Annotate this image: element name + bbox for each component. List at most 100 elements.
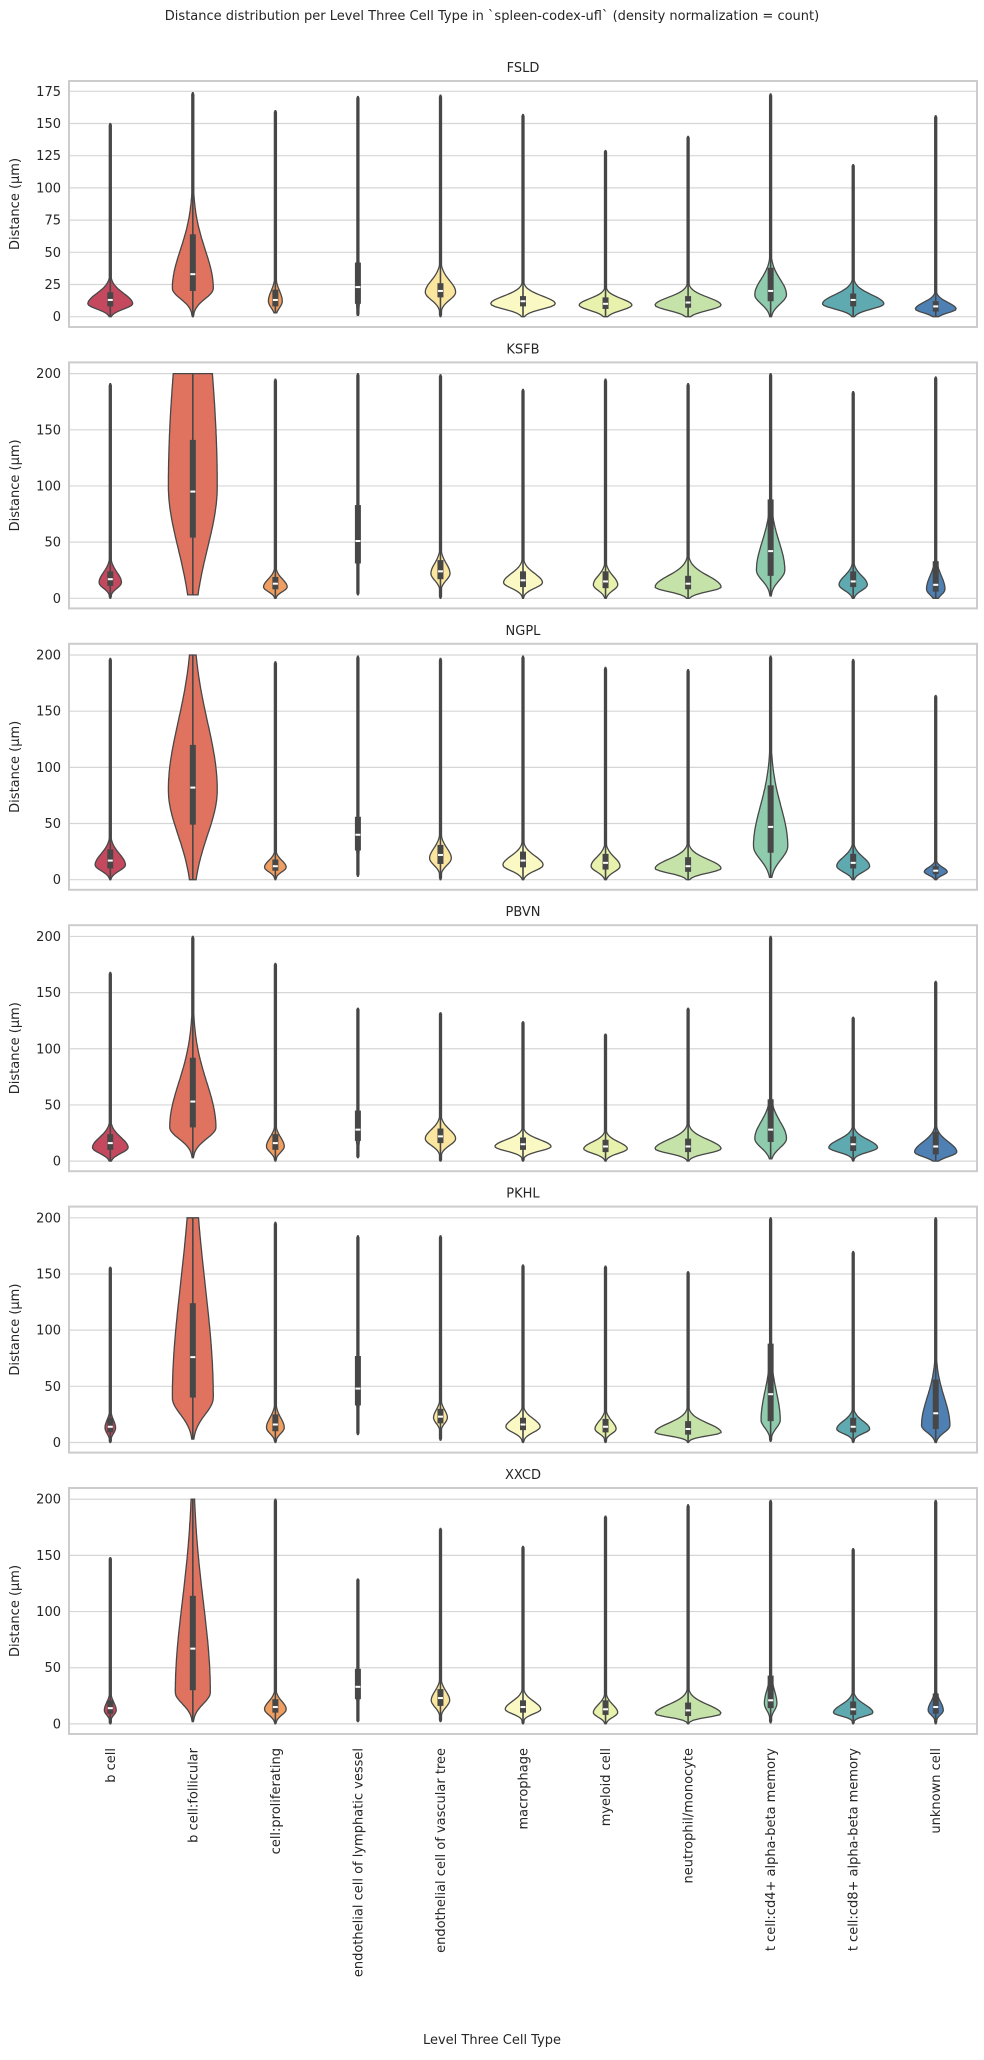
median-marker: [107, 859, 113, 862]
violin-endothelial-cell-of-vascular-tree: [430, 1527, 451, 1723]
median-marker: [850, 1143, 856, 1146]
y-tick-label: 0: [53, 1155, 61, 1170]
violin-neutrophil-monocyte: [654, 1504, 722, 1725]
iqr-box: [354, 505, 361, 564]
y-tick-label: 150: [36, 1549, 61, 1564]
violin-cell-proliferating: [263, 661, 287, 881]
median-marker: [520, 1143, 526, 1146]
median-marker: [520, 1706, 526, 1709]
median-marker: [603, 580, 609, 583]
violin-endothelial-cell-of-vascular-tree: [424, 94, 457, 318]
median-marker: [437, 289, 443, 292]
violin-neutrophil-monocyte: [654, 1007, 722, 1162]
median-marker: [437, 1415, 443, 1418]
violin-endothelial-cell-of-vascular-tree: [424, 1012, 457, 1162]
violin-endothelial-cell-of-lymphatic-vessel: [354, 1578, 361, 1723]
iqr-box: [437, 560, 444, 580]
y-tick-label: 25: [44, 278, 61, 293]
median-marker: [190, 273, 196, 276]
iqr-box: [685, 1702, 692, 1717]
violin-t-cell-cd8-alpha-beta-memory: [832, 1548, 874, 1725]
median-marker: [272, 1423, 278, 1426]
iqr-box: [767, 1675, 774, 1709]
y-tick-label: 175: [36, 85, 61, 100]
x-tick-label: endothelial cell of lymphatic vessel: [351, 1748, 366, 1977]
y-tick-label: 200: [36, 1493, 61, 1508]
y-tick-label: 100: [36, 1042, 61, 1057]
y-tick-label: 50: [44, 1380, 61, 1395]
y-tick-label: 150: [36, 986, 61, 1001]
median-marker: [603, 302, 609, 305]
violin-neutrophil-monocyte: [654, 668, 722, 881]
violin-unknown-cell: [914, 115, 957, 318]
y-tick-label: 100: [36, 181, 61, 196]
y-tick-label: 100: [36, 1324, 61, 1339]
violin-macrophage: [502, 388, 544, 599]
iqr-box: [272, 859, 279, 871]
violin-macrophage: [490, 113, 556, 318]
violin-t-cell-cd4-alpha-beta-memory: [760, 1217, 781, 1443]
violin-t-cell-cd4-alpha-beta-memory: [754, 935, 788, 1160]
violin-endothelial-cell-of-lymphatic-vessel: [354, 1235, 361, 1436]
median-marker: [107, 1707, 113, 1710]
violin-endothelial-cell-of-vascular-tree: [432, 1235, 449, 1441]
iqr-box: [602, 571, 609, 589]
iqr-box: [520, 571, 526, 588]
iqr-box: [767, 1099, 774, 1142]
median-marker: [272, 1706, 278, 1709]
iqr-box: [107, 1417, 114, 1433]
iqr-box: [685, 575, 692, 590]
violin-myeloid-cell: [578, 149, 633, 318]
iqr-box: [354, 816, 361, 851]
median-marker: [850, 580, 856, 583]
subplot-title: PKHL: [506, 1187, 540, 1202]
median-marker: [437, 1135, 443, 1138]
y-tick-label: 50: [44, 1098, 61, 1113]
violin-myeloid-cell: [592, 1515, 619, 1725]
median-marker: [685, 1428, 691, 1431]
iqr-box: [189, 1057, 196, 1128]
y-axis-label: Distance (µm): [8, 1002, 23, 1094]
iqr-box: [602, 1418, 609, 1433]
iqr-box: [602, 853, 609, 870]
violin-macrophage: [502, 655, 544, 881]
violin-myeloid-cell: [583, 1033, 628, 1162]
y-tick-label: 150: [36, 705, 61, 720]
x-tick-label: cell:proliferating: [269, 1748, 284, 1854]
median-marker: [685, 1709, 691, 1712]
violin-b-cell: [94, 657, 127, 881]
violin-endothelial-cell-of-lymphatic-vessel: [354, 655, 361, 877]
violin-endothelial-cell-of-vascular-tree: [430, 374, 451, 599]
violin-t-cell-cd8-alpha-beta-memory: [836, 658, 871, 881]
y-tick-label: 150: [36, 1267, 61, 1282]
axes-frame: [68, 361, 978, 610]
x-tick-label: t cell:cd4+ alpha-beta memory: [764, 1748, 779, 1951]
iqr-box: [354, 1110, 361, 1141]
x-tick-label: macrophage: [517, 1748, 532, 1830]
iqr-box: [850, 1701, 857, 1715]
median-marker: [190, 490, 196, 493]
violin-neutrophil-monocyte: [654, 1271, 722, 1444]
median-marker: [355, 1387, 361, 1390]
y-tick-label: 100: [36, 761, 61, 776]
violin-unknown-cell: [927, 1499, 944, 1725]
median-marker: [768, 550, 774, 553]
y-tick-label: 75: [44, 214, 61, 229]
iqr-box: [354, 1668, 361, 1700]
iqr-box: [602, 1700, 609, 1715]
median-marker: [933, 869, 939, 872]
y-tick-label: 0: [53, 1717, 61, 1732]
iqr-box: [354, 262, 361, 304]
median-marker: [768, 1699, 774, 1702]
violin-b-cell: [98, 383, 123, 599]
iqr-box: [189, 234, 196, 291]
iqr-box: [850, 853, 857, 869]
violin-cell-proliferating: [265, 1221, 285, 1444]
median-marker: [603, 1708, 609, 1711]
subplot-fsld: FSLD 0 25 50 75 100 125 150 175 Distance (µm): [8, 61, 978, 328]
y-tick-label: 100: [36, 479, 61, 494]
iqr-box: [685, 1138, 692, 1153]
x-tick-label: neutrophil/monocyte: [682, 1748, 697, 1883]
y-tick-label: 200: [36, 1211, 61, 1226]
x-tick-label: myeloid cell: [599, 1748, 614, 1826]
